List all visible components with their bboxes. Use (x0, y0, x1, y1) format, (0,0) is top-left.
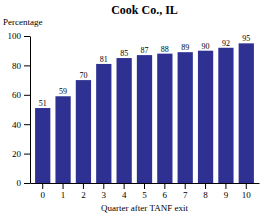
bar (96, 64, 111, 183)
y-tick: 40 (12, 120, 30, 130)
x-tick-mark (164, 183, 165, 189)
y-tick: 80 (12, 61, 30, 71)
x-tick-mark (225, 183, 226, 189)
y-tick-label: 60 (12, 90, 22, 100)
x-tick-mark (246, 183, 247, 189)
data-label: 70 (79, 71, 87, 80)
x-tick-mark (144, 183, 145, 189)
x-tick: 1 (61, 183, 65, 200)
y-tick-mark (24, 65, 30, 66)
y-tick-label: 20 (12, 149, 22, 159)
y-tick-label: 0 (17, 178, 22, 188)
x-tick-label: 0 (40, 190, 45, 200)
x-tick-mark (185, 183, 186, 189)
x-tick: 9 (224, 183, 229, 200)
x-tick: 10 (242, 183, 252, 200)
x-tick: 2 (81, 183, 86, 200)
y-tick-mark (24, 124, 30, 125)
y-axis-title: Percentage (3, 17, 42, 27)
x-tick: 6 (163, 183, 168, 200)
x-tick-mark (103, 183, 104, 189)
bar (239, 43, 254, 183)
data-label: 81 (100, 55, 108, 64)
y-tick-label: 100 (8, 31, 22, 41)
data-label: 92 (222, 39, 230, 48)
x-tick-label: 2 (81, 190, 86, 200)
x-tick: 4 (122, 183, 127, 200)
data-labels: 51 59 70 81 85 87 88 89 90 92 95 (39, 34, 251, 108)
data-label: 85 (120, 49, 128, 58)
data-label: 59 (59, 87, 67, 96)
x-tick-mark (63, 183, 64, 189)
x-tick-mark (42, 183, 43, 189)
x-tick-mark (124, 183, 125, 189)
x-tick-mark (205, 183, 206, 189)
bar (218, 48, 233, 183)
y-tick-label: 40 (12, 120, 22, 130)
y-tick-mark (24, 154, 30, 155)
x-tick-mark (83, 183, 84, 189)
bar (198, 51, 213, 183)
data-label: 51 (39, 99, 47, 108)
y-axis: 0 20 40 60 80 100 (8, 31, 31, 188)
bar (55, 96, 70, 183)
title: Cook Co., IL (111, 3, 178, 17)
y-tick: 0 (17, 178, 31, 188)
data-label: 87 (141, 46, 149, 55)
y-axis-line (30, 37, 31, 184)
bars (35, 43, 254, 183)
x-tick: 7 (183, 183, 188, 200)
x-tick-label: 6 (163, 190, 168, 200)
x-tick-label: 7 (183, 190, 188, 200)
bar (157, 54, 172, 183)
data-label: 90 (202, 42, 210, 51)
bar (137, 55, 152, 183)
y-tick: 100 (8, 31, 31, 41)
y-tick: 20 (12, 149, 30, 159)
x-tick-label: 9 (224, 190, 229, 200)
data-label: 89 (181, 43, 189, 52)
y-tick-mark (24, 95, 30, 96)
x-axis: 0 1 2 3 4 5 6 7 8 9 10 (31, 183, 260, 200)
x-tick-label: 3 (102, 190, 107, 200)
y-tick-label: 80 (12, 61, 22, 71)
data-label: 95 (242, 34, 250, 43)
x-tick-label: 8 (203, 190, 208, 200)
x-tick-label: 4 (122, 190, 127, 200)
bar (76, 80, 91, 183)
y-tick: 60 (12, 90, 30, 100)
bar (178, 52, 193, 183)
x-tick-label: 10 (242, 190, 252, 200)
y-tick-mark (24, 36, 30, 37)
x-tick-label: 5 (142, 190, 147, 200)
x-axis-title: Quarter after TANF exit (101, 203, 188, 213)
chart: 0123456789100204060801005159708185878889… (0, 0, 269, 217)
bar (117, 58, 132, 183)
bar (35, 108, 50, 183)
y-tick-mark (24, 183, 30, 184)
x-tick: 5 (142, 183, 147, 200)
data-label: 88 (161, 45, 169, 54)
x-tick: 0 (40, 183, 45, 200)
x-tick-label: 1 (61, 190, 65, 200)
x-tick: 8 (203, 183, 208, 200)
plot: 0123456789100204060801005159708185878889… (8, 31, 260, 200)
x-tick: 3 (102, 183, 107, 200)
